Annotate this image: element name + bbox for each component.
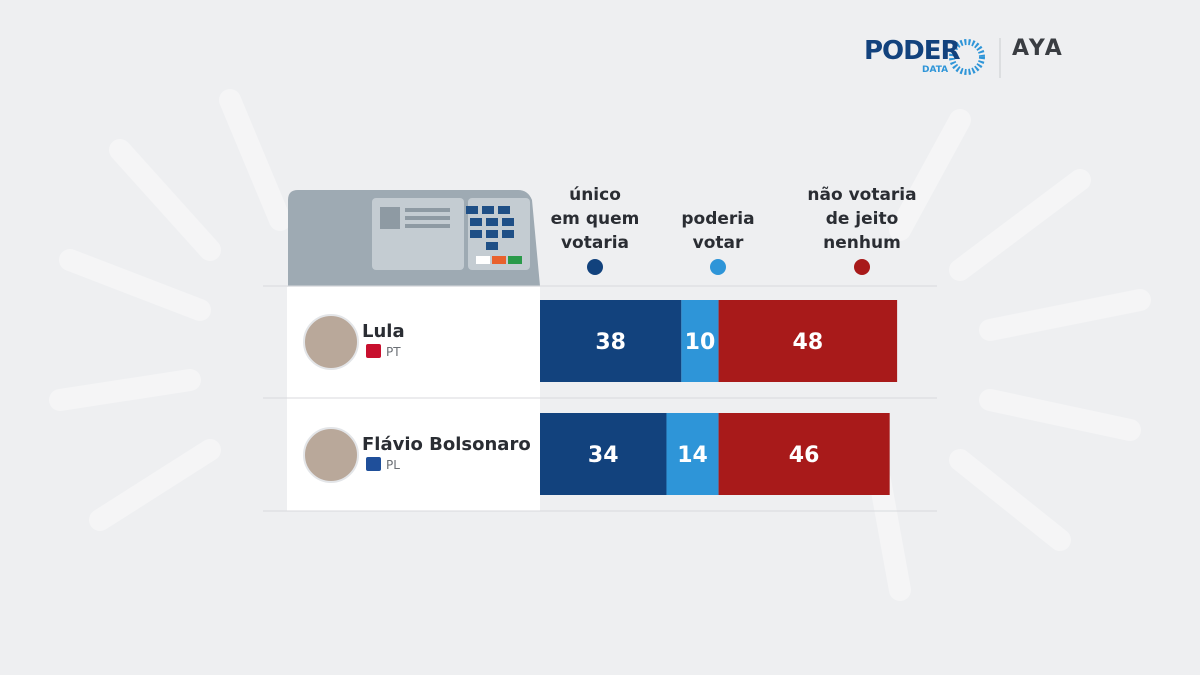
ballot-machine: [288, 190, 540, 286]
bar-segment: [666, 413, 719, 495]
bar-segment: [718, 300, 898, 382]
party-name: PL: [386, 458, 400, 472]
legend-label: único em quem votaria: [550, 185, 640, 253]
legend-label: poderia votar: [681, 209, 755, 253]
data-label: 34: [588, 443, 619, 468]
brand-logo: [949, 39, 985, 75]
bar-segment: [681, 300, 719, 382]
legend-marker: [710, 259, 726, 275]
bar-segment: [718, 413, 890, 495]
candidate-photo: [303, 427, 359, 483]
candidate-name: Lula: [362, 321, 405, 342]
brand-sub: DATA: [922, 65, 949, 75]
party-icon: [366, 344, 381, 358]
data-label: 14: [677, 443, 708, 468]
bar-segment: [540, 300, 682, 382]
background-rays: [49, 89, 1151, 601]
legend-label: não votaria de jeito nenhum: [807, 185, 917, 253]
candidate-name: Flávio Bolsonaro: [362, 434, 531, 455]
legend-marker: [587, 259, 603, 275]
data-label: 46: [789, 443, 820, 468]
brand-name: PODER: [864, 36, 961, 66]
party-name: PT: [386, 345, 401, 359]
partner-name: AYA: [1012, 36, 1064, 61]
data-label: 10: [685, 330, 716, 355]
data-label: 38: [595, 330, 626, 355]
party-icon: [366, 457, 381, 471]
candidate-photo: [303, 314, 359, 370]
data-label: 48: [793, 330, 824, 355]
legend-marker: [854, 259, 870, 275]
bar-segment: [540, 413, 667, 495]
